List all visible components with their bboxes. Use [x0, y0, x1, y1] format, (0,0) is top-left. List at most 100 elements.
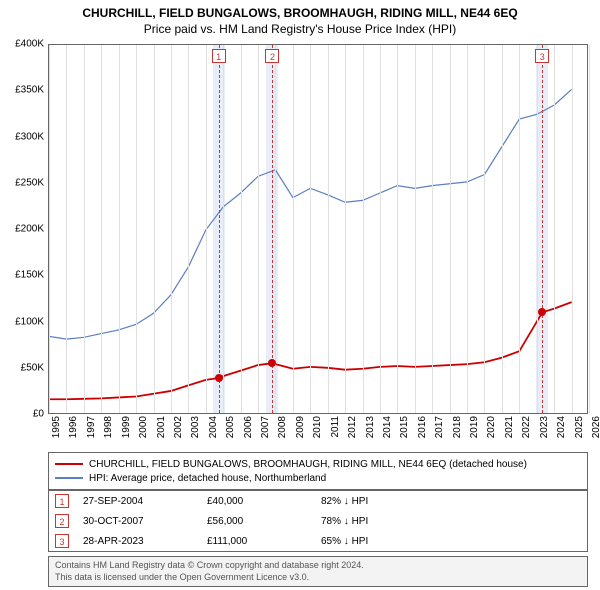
gridline-v: [380, 45, 381, 413]
x-tick-label: 2003: [190, 416, 201, 438]
sales-badge: 2: [55, 514, 69, 528]
x-tick-label: 2016: [417, 416, 428, 438]
gridline-v: [328, 45, 329, 413]
x-tick-label: 2025: [574, 416, 585, 438]
x-tick-label: 2006: [243, 416, 254, 438]
gridline-v: [66, 45, 67, 413]
gridline-v: [188, 45, 189, 413]
gridline-v: [502, 45, 503, 413]
marker-line: [272, 45, 273, 413]
x-tick-label: 1999: [121, 416, 132, 438]
x-tick-label: 1996: [68, 416, 79, 438]
chart-container: CHURCHILL, FIELD BUNGALOWS, BROOMHAUGH, …: [0, 0, 600, 590]
sales-price: £56,000: [207, 516, 307, 527]
footer-line-1: Contains HM Land Registry data © Crown c…: [55, 560, 581, 572]
gridline-v: [432, 45, 433, 413]
x-tick-label: 2012: [347, 416, 358, 438]
x-tick-label: 2015: [399, 416, 410, 438]
gridline-v: [537, 45, 538, 413]
x-tick-label: 2018: [452, 416, 463, 438]
x-tick-label: 2023: [539, 416, 550, 438]
x-tick-label: 2008: [277, 416, 288, 438]
x-tick-label: 2010: [312, 416, 323, 438]
y-tick-label: £350K: [2, 85, 44, 96]
y-tick-label: £150K: [2, 270, 44, 281]
x-tick-label: 2007: [260, 416, 271, 438]
marker-line: [219, 45, 220, 413]
x-tick-label: 2020: [486, 416, 497, 438]
line-canvas: [49, 45, 589, 415]
sales-date: 30-OCT-2007: [83, 516, 193, 527]
gridline-v: [206, 45, 207, 413]
y-tick-label: £50K: [2, 362, 44, 373]
sales-badge: 1: [55, 494, 69, 508]
x-tick-label: 2000: [138, 416, 149, 438]
legend-swatch: [55, 477, 83, 479]
legend-row: CHURCHILL, FIELD BUNGALOWS, BROOMHAUGH, …: [55, 457, 581, 471]
x-tick-label: 2009: [295, 416, 306, 438]
y-tick-label: £300K: [2, 131, 44, 142]
x-tick-label: 2024: [556, 416, 567, 438]
sales-price: £40,000: [207, 496, 307, 507]
y-tick-label: £100K: [2, 316, 44, 327]
x-tick-label: 2019: [469, 416, 480, 438]
gridline-v: [258, 45, 259, 413]
legend-swatch: [55, 463, 83, 465]
sales-diff: 82% ↓ HPI: [321, 496, 581, 507]
gridline-v: [467, 45, 468, 413]
sale-point: [538, 308, 546, 316]
y-tick-label: £0: [2, 409, 44, 420]
gridline-v: [572, 45, 573, 413]
sales-badge: 3: [55, 534, 69, 548]
gridline-v: [363, 45, 364, 413]
x-tick-label: 2026: [591, 416, 600, 438]
chart-title: CHURCHILL, FIELD BUNGALOWS, BROOMHAUGH, …: [0, 0, 600, 20]
x-tick-label: 1995: [51, 416, 62, 438]
x-tick-label: 1997: [86, 416, 97, 438]
sales-diff: 65% ↓ HPI: [321, 536, 581, 547]
chart-subtitle: Price paid vs. HM Land Registry's House …: [0, 20, 600, 40]
gridline-v: [589, 45, 590, 413]
legend-row: HPI: Average price, detached house, Nort…: [55, 471, 581, 485]
sales-row: 2 30-OCT-2007 £56,000 78% ↓ HPI: [49, 511, 587, 531]
gridline-v: [241, 45, 242, 413]
x-tick-label: 2017: [434, 416, 445, 438]
x-tick-label: 2013: [365, 416, 376, 438]
x-tick-label: 2004: [208, 416, 219, 438]
sales-table: 1 27-SEP-2004 £40,000 82% ↓ HPI 2 30-OCT-2007…: [48, 490, 588, 552]
sales-row: 328-APR-2023£111,00065% ↓ HPI: [49, 531, 587, 551]
gridline-v: [345, 45, 346, 413]
x-tick-label: 2001: [156, 416, 167, 438]
x-tick-label: 2014: [382, 416, 393, 438]
x-tick-label: 2005: [225, 416, 236, 438]
sales-diff: 78% ↓ HPI: [321, 516, 581, 527]
x-tick-label: 1998: [103, 416, 114, 438]
gridline-v: [293, 45, 294, 413]
gridline-v: [519, 45, 520, 413]
gridline-v: [223, 45, 224, 413]
marker-badge: 1: [212, 49, 226, 63]
gridline-v: [49, 45, 50, 413]
gridline-v: [171, 45, 172, 413]
sales-price: £111,000: [207, 536, 307, 547]
gridline-v: [554, 45, 555, 413]
gridline-v: [275, 45, 276, 413]
y-tick-label: £400K: [2, 39, 44, 50]
x-tick-label: 2022: [521, 416, 532, 438]
gridline-v: [310, 45, 311, 413]
gridline-v: [84, 45, 85, 413]
legend-label: CHURCHILL, FIELD BUNGALOWS, BROOMHAUGH, …: [89, 459, 527, 470]
gridline-v: [415, 45, 416, 413]
sale-point: [268, 359, 276, 367]
footer-line-2: This data is licensed under the Open Gov…: [55, 572, 581, 584]
gridline-v: [397, 45, 398, 413]
y-tick-label: £250K: [2, 177, 44, 188]
sale-point: [215, 374, 223, 382]
gridline-v: [101, 45, 102, 413]
sales-date: 27-SEP-2004: [83, 496, 193, 507]
gridline-v: [136, 45, 137, 413]
footer-attribution: Contains HM Land Registry data © Crown c…: [48, 556, 588, 587]
sales-row: 1 27-SEP-2004 £40,000 82% ↓ HPI: [49, 491, 587, 511]
x-tick-label: 2011: [330, 416, 341, 438]
gridline-v: [119, 45, 120, 413]
